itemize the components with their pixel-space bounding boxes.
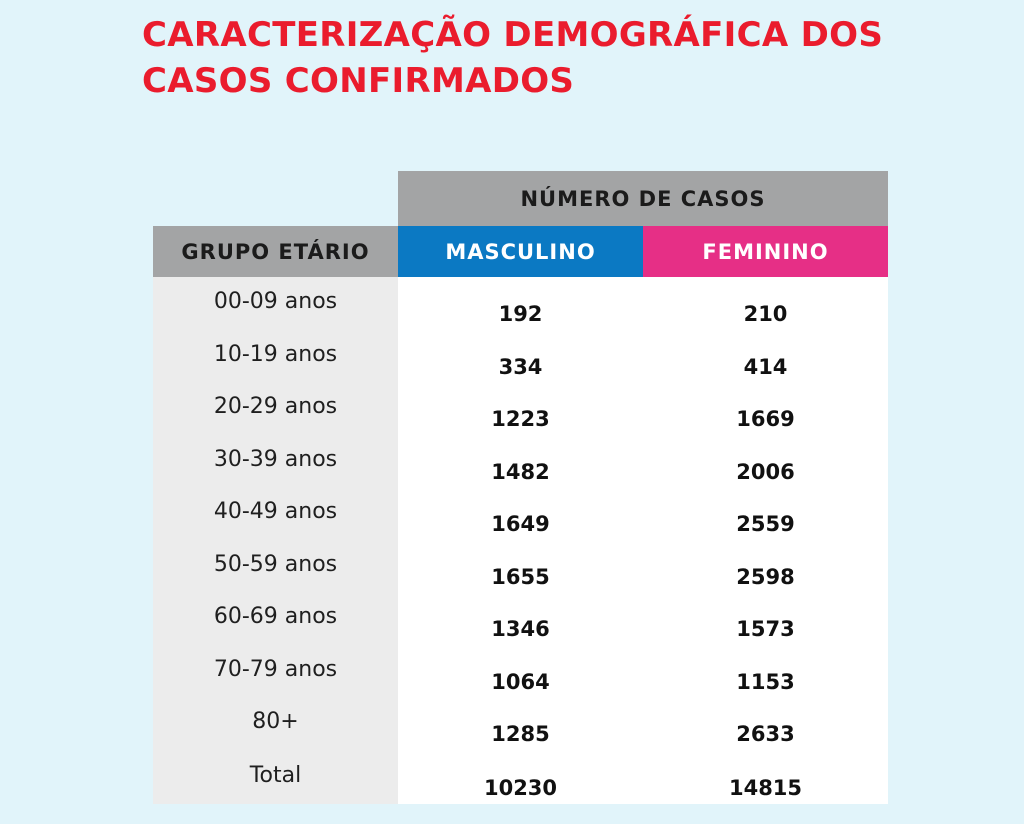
male-count-cell: 334: [498, 355, 543, 379]
header-age-group: GRUPO ETÁRIO: [153, 226, 398, 277]
total-label-cell: Total: [249, 763, 302, 788]
page-title: CARACTERIZAÇÃO DEMOGRÁFICA DOS CASOS CON…: [142, 12, 1002, 104]
age-column-background: [153, 277, 398, 804]
table-row: 70-79 anos 1064 1153: [153, 645, 888, 697]
male-count-cell: 1655: [491, 565, 550, 589]
male-count-cell: 1223: [491, 407, 550, 431]
age-group-cell: 20-29 anos: [213, 394, 338, 419]
female-count-cell: 1669: [736, 407, 795, 431]
age-group-cell: 70-79 anos: [213, 657, 338, 682]
male-count-cell: 1649: [491, 512, 550, 536]
title-line-2: CASOS CONFIRMADOS: [142, 61, 575, 101]
female-count-cell: 1573: [736, 617, 795, 641]
table-row: 30-39 anos 1482 2006: [153, 435, 888, 487]
male-count-cell: 1064: [491, 670, 550, 694]
female-total-cell: 14815: [728, 776, 803, 800]
title-line-1: CARACTERIZAÇÃO DEMOGRÁFICA DOS: [142, 15, 884, 55]
female-count-cell: 210: [743, 302, 788, 326]
male-column-background: [398, 277, 643, 804]
header-male: MASCULINO: [398, 226, 643, 277]
age-group-cell: 00-09 anos: [213, 289, 338, 314]
table-row: 50-59 anos 1655 2598: [153, 540, 888, 592]
table-row: 10-19 anos 334 414: [153, 330, 888, 382]
table-row: 40-49 anos 1649 2559: [153, 487, 888, 539]
header-number-of-cases: NÚMERO DE CASOS: [398, 171, 888, 226]
age-group-cell: 30-39 anos: [213, 447, 338, 472]
table-row: 60-69 anos 1346 1573: [153, 592, 888, 644]
table-row: 80+ 1285 2633: [153, 697, 888, 749]
header-female: FEMININO: [643, 226, 888, 277]
male-total-cell: 10230: [483, 776, 558, 800]
table-row-total: Total 10230 14815: [153, 750, 888, 802]
female-count-cell: 2006: [736, 460, 795, 484]
female-count-cell: 2598: [736, 565, 795, 589]
female-count-cell: 414: [743, 355, 788, 379]
male-count-cell: 1346: [491, 617, 550, 641]
age-group-cell: 80+: [252, 709, 299, 734]
female-count-cell: 2559: [736, 512, 795, 536]
table-row: 00-09 anos 192 210: [153, 277, 888, 329]
female-column-background: [643, 277, 888, 804]
male-count-cell: 1285: [491, 722, 550, 746]
age-group-cell: 60-69 anos: [213, 604, 338, 629]
male-count-cell: 1482: [491, 460, 550, 484]
female-count-cell: 2633: [736, 722, 795, 746]
male-count-cell: 192: [498, 302, 543, 326]
table-row: 20-29 anos 1223 1669: [153, 382, 888, 434]
age-group-cell: 40-49 anos: [213, 499, 338, 524]
age-group-cell: 10-19 anos: [213, 342, 338, 367]
age-group-cell: 50-59 anos: [213, 552, 338, 577]
female-count-cell: 1153: [736, 670, 795, 694]
